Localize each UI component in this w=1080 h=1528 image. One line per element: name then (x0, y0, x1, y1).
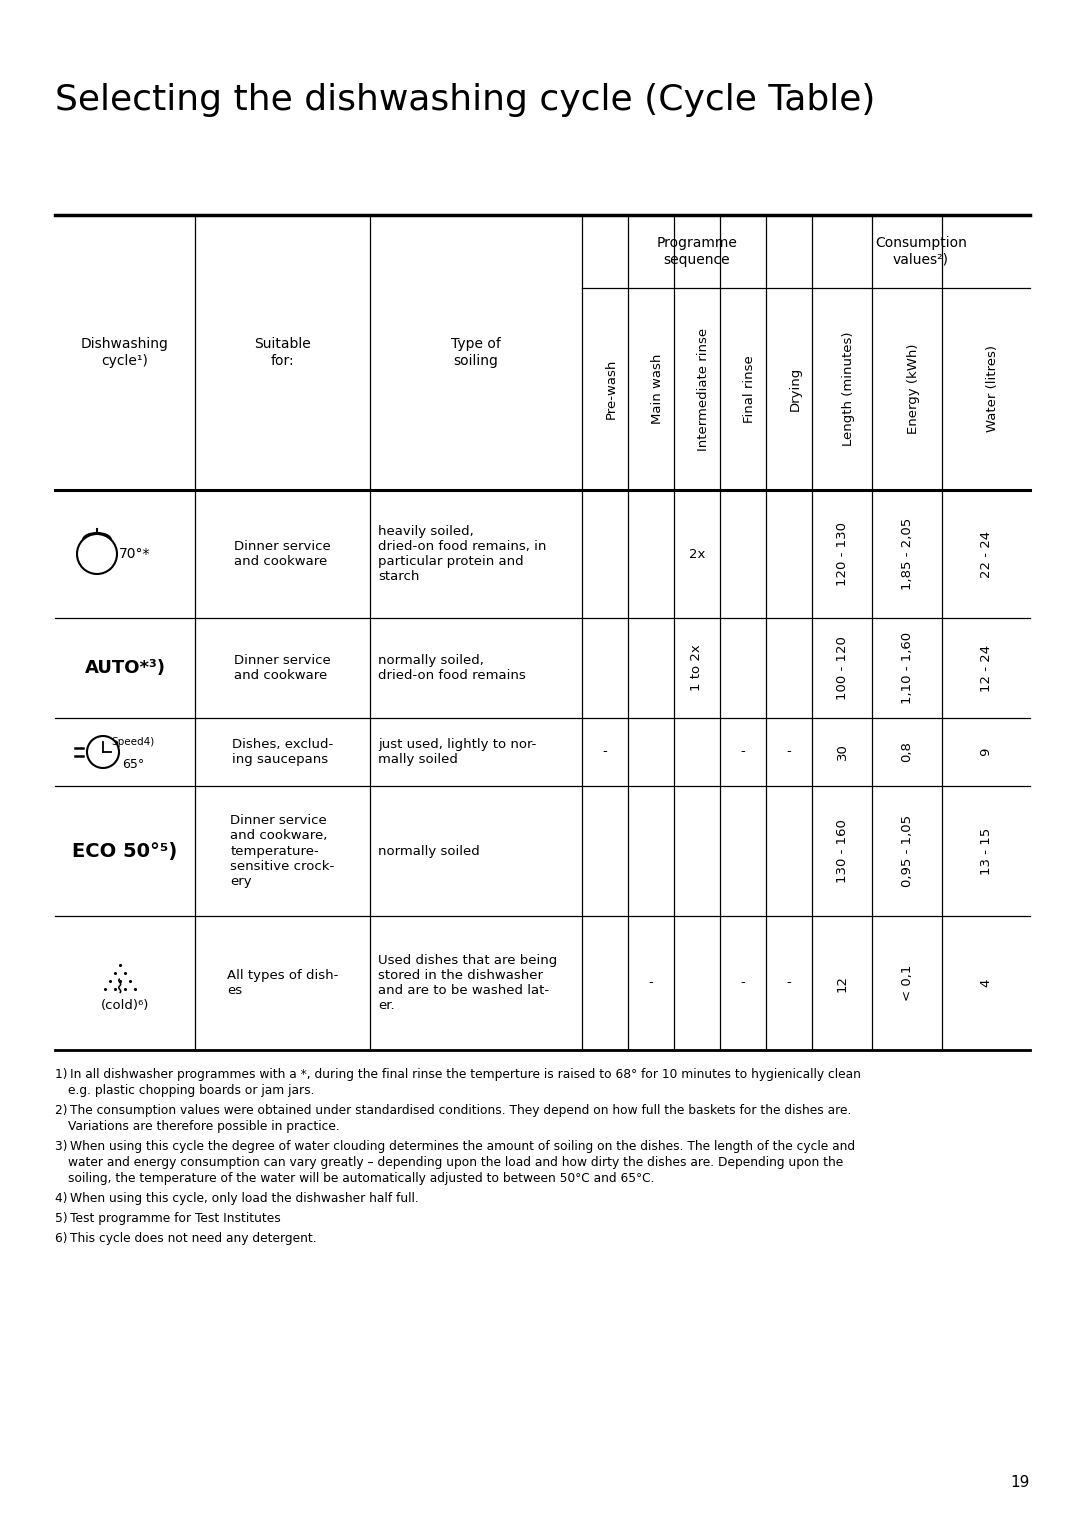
Text: Speed4): Speed4) (111, 736, 154, 747)
Text: Type of
soiling: Type of soiling (451, 338, 501, 368)
Text: 12: 12 (836, 975, 849, 992)
Text: 1,85 - 2,05: 1,85 - 2,05 (901, 518, 914, 590)
Text: 1,10 - 1,60: 1,10 - 1,60 (901, 633, 914, 704)
Text: Variations are therefore possible in practice.: Variations are therefore possible in pra… (68, 1120, 340, 1132)
Text: 0,95 - 1,05: 0,95 - 1,05 (901, 814, 914, 888)
Text: Water (litres): Water (litres) (986, 345, 999, 432)
Text: 19: 19 (1011, 1475, 1030, 1490)
Text: 12 - 24: 12 - 24 (980, 645, 993, 692)
Text: 2x: 2x (689, 547, 705, 561)
Text: e.g. plastic chopping boards or jam jars.: e.g. plastic chopping boards or jam jars… (68, 1083, 314, 1097)
Text: 1 to 2x: 1 to 2x (690, 645, 703, 691)
Text: 70°*: 70°* (119, 547, 151, 561)
Text: 4) When using this cycle, only load the dishwasher half full.: 4) When using this cycle, only load the … (55, 1192, 419, 1206)
Text: Main wash: Main wash (651, 354, 664, 425)
Text: (cold)⁶): (cold)⁶) (100, 998, 149, 1012)
Text: 2) The consumption values were obtained under standardised conditions. They depe: 2) The consumption values were obtained … (55, 1105, 851, 1117)
Text: Drying: Drying (789, 367, 802, 411)
Text: soiling, the temperature of the water will be automatically adjusted to between : soiling, the temperature of the water wi… (68, 1172, 654, 1186)
Text: Intermediate rinse: Intermediate rinse (697, 327, 710, 451)
Text: Dishwashing
cycle¹): Dishwashing cycle¹) (81, 338, 168, 368)
Text: normally soiled: normally soiled (378, 845, 480, 857)
Text: -: - (786, 746, 792, 758)
Text: 0,8: 0,8 (901, 741, 914, 762)
Text: water and energy consumption can vary greatly – depending upon the load and how : water and energy consumption can vary gr… (68, 1157, 843, 1169)
Text: Dinner service
and cookware: Dinner service and cookware (234, 539, 330, 568)
Text: Dinner service
and cookware,
temperature-
sensitive crock-
ery: Dinner service and cookware, temperature… (230, 814, 335, 888)
Text: -: - (603, 746, 607, 758)
Text: AUTO*³): AUTO*³) (84, 659, 165, 677)
Text: 1) In all dishwasher programmes with a *, during the final rinse the temperture : 1) In all dishwasher programmes with a *… (55, 1068, 861, 1080)
Text: ⌇: ⌇ (116, 978, 125, 998)
Text: Dishes, exclud-
ing saucepans: Dishes, exclud- ing saucepans (232, 738, 333, 766)
Text: Suitable
for:: Suitable for: (254, 338, 311, 368)
Text: Dinner service
and cookware: Dinner service and cookware (234, 654, 330, 681)
Text: 13 - 15: 13 - 15 (980, 827, 993, 874)
Text: All types of dish-
es: All types of dish- es (227, 969, 338, 996)
Text: Programme
sequence: Programme sequence (657, 237, 738, 266)
Text: ECO 50°⁵): ECO 50°⁵) (72, 842, 177, 860)
Text: -: - (741, 746, 745, 758)
Text: Final rinse: Final rinse (743, 354, 756, 423)
Text: Length (minutes): Length (minutes) (842, 332, 855, 446)
Text: Consumption
values²): Consumption values²) (875, 237, 967, 266)
Text: Pre-wash: Pre-wash (605, 359, 618, 419)
Text: just used, lightly to nor-
mally soiled: just used, lightly to nor- mally soiled (378, 738, 537, 766)
Text: 4: 4 (980, 979, 993, 987)
Text: 5) Test programme for Test Institutes: 5) Test programme for Test Institutes (55, 1212, 281, 1225)
Text: 22 - 24: 22 - 24 (980, 530, 993, 578)
Text: 30: 30 (836, 744, 849, 761)
Text: Energy (kWh): Energy (kWh) (907, 344, 920, 434)
Text: 65°: 65° (122, 758, 144, 770)
Text: heavily soiled,
dried-on food remains, in
particular protein and
starch: heavily soiled, dried-on food remains, i… (378, 526, 546, 584)
Text: 6) This cycle does not need any detergent.: 6) This cycle does not need any detergen… (55, 1232, 316, 1245)
Text: 130 - 160: 130 - 160 (836, 819, 849, 883)
Text: -: - (786, 976, 792, 990)
Text: Selecting the dishwashing cycle (Cycle Table): Selecting the dishwashing cycle (Cycle T… (55, 83, 876, 118)
Text: -: - (741, 976, 745, 990)
Text: < 0,1: < 0,1 (901, 964, 914, 1001)
Text: Used dishes that are being
stored in the dishwasher
and are to be washed lat-
er: Used dishes that are being stored in the… (378, 953, 557, 1012)
Text: -: - (649, 976, 653, 990)
Text: 9: 9 (980, 747, 993, 756)
Text: 120 - 130: 120 - 130 (836, 523, 849, 587)
Text: normally soiled,
dried-on food remains: normally soiled, dried-on food remains (378, 654, 526, 681)
Text: 3) When using this cycle the degree of water clouding determines the amount of s: 3) When using this cycle the degree of w… (55, 1140, 855, 1154)
Text: 100 - 120: 100 - 120 (836, 636, 849, 700)
